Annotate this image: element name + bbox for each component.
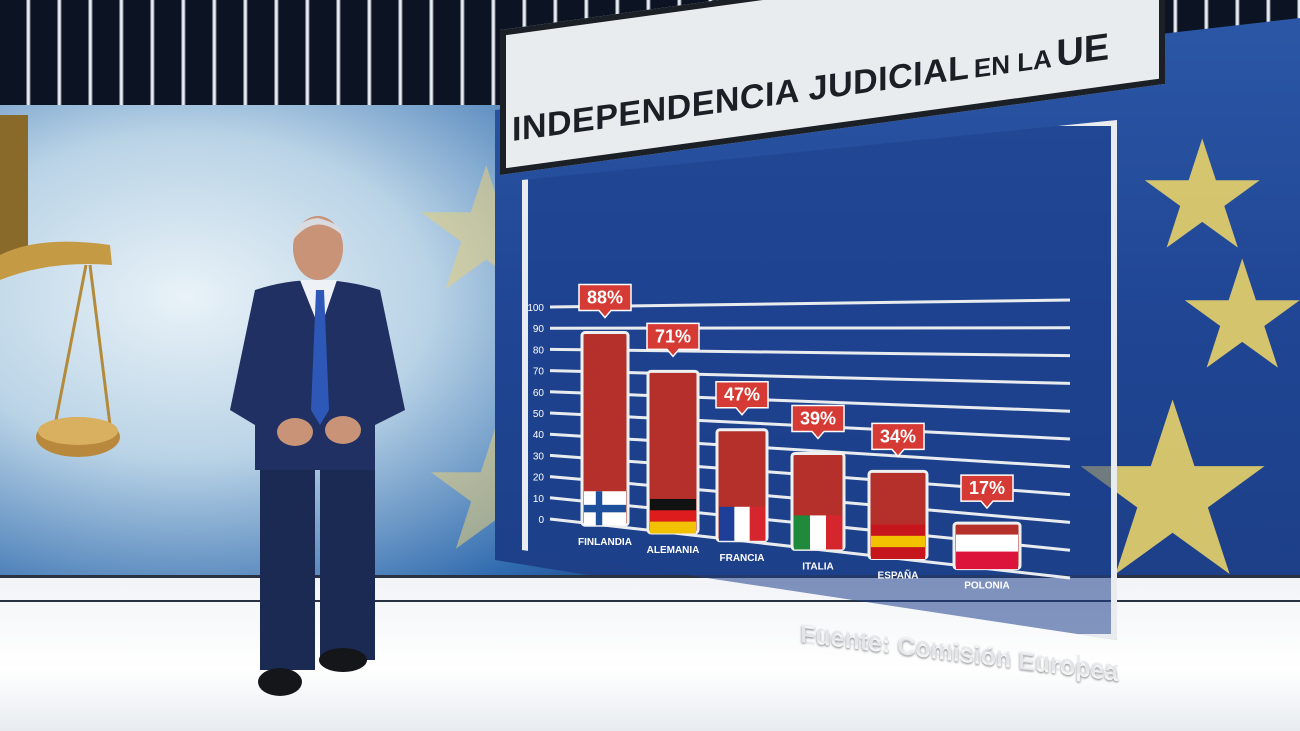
x-tick-label: ITALIA <box>802 561 833 572</box>
flag-stripe <box>826 515 843 550</box>
y-tick-label: 10 <box>533 494 545 505</box>
star-icon: ★ <box>1135 111 1270 279</box>
value-callout <box>871 422 925 458</box>
gridline <box>549 347 1071 358</box>
x-tick-label: ALEMANIA <box>647 545 700 556</box>
value-callout <box>715 380 769 416</box>
x-tick-label: FINLANDIA <box>578 537 632 548</box>
y-tick-label: 100 <box>527 303 544 314</box>
poland-flag <box>956 534 1018 553</box>
value-label: 47% <box>724 385 760 405</box>
flag-stripe <box>871 547 925 559</box>
flag-cross <box>595 491 603 526</box>
value-callout <box>646 322 700 358</box>
x-tick-label: POLONIA <box>964 581 1010 592</box>
gridline <box>549 369 1071 385</box>
france-flag <box>719 506 735 541</box>
y-tick-label: 20 <box>533 473 545 484</box>
y-tick-label: 80 <box>533 345 545 356</box>
y-tick-label: 70 <box>533 367 545 378</box>
italy-flag <box>794 515 811 550</box>
flag-cross <box>584 504 626 513</box>
flag-stripe <box>650 521 696 534</box>
gridline <box>549 298 1071 309</box>
scales-of-justice-icon <box>0 115 120 457</box>
y-tick-label: 50 <box>533 409 545 420</box>
x-tick-label: FRANCIA <box>720 553 765 564</box>
flag-stripe <box>810 515 827 550</box>
y-tick-label: 0 <box>538 515 544 526</box>
flag-stripe <box>650 510 696 523</box>
y-tick-label: 60 <box>533 388 545 399</box>
gridline <box>549 432 1071 469</box>
value-label: 71% <box>655 326 691 346</box>
y-tick-label: 90 <box>533 324 545 335</box>
gridline <box>549 390 1071 413</box>
value-callout <box>578 283 632 319</box>
news-presenter <box>230 216 405 696</box>
star-icon: ★ <box>1175 231 1300 399</box>
flag-stripe <box>734 506 751 541</box>
flag-stripe <box>871 535 925 548</box>
spain-flag <box>871 524 925 537</box>
value-label: 17% <box>969 478 1005 498</box>
floor-stripe <box>0 600 1300 602</box>
value-label: 88% <box>587 288 623 308</box>
floor-edge <box>0 575 1300 578</box>
value-callout <box>791 404 845 440</box>
value-label: 39% <box>800 408 836 428</box>
flag-stripe <box>956 551 1018 570</box>
value-label: 34% <box>880 426 916 446</box>
y-tick-label: 40 <box>533 430 545 441</box>
germany-flag <box>650 498 696 511</box>
flag-stripe <box>749 506 766 541</box>
value-callout <box>960 474 1014 510</box>
y-tick-label: 30 <box>533 451 545 462</box>
x-tick-label: ESPAÑA <box>878 568 919 581</box>
